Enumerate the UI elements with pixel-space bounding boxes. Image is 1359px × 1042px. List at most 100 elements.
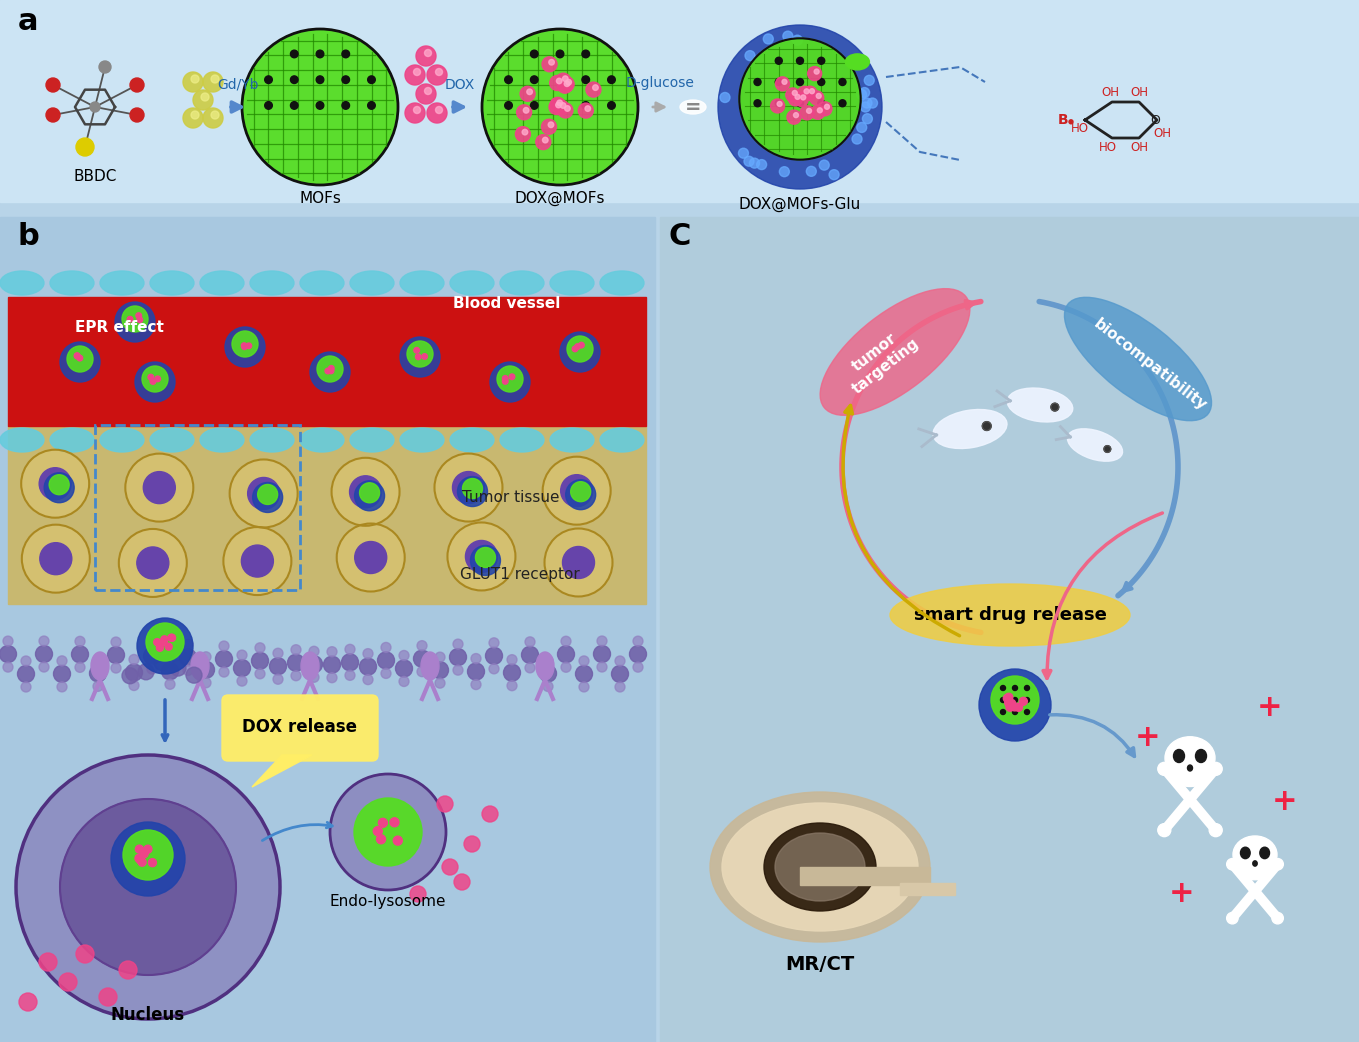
Circle shape (230, 460, 298, 527)
Ellipse shape (775, 833, 864, 901)
Circle shape (183, 666, 193, 675)
Circle shape (458, 476, 488, 506)
Ellipse shape (680, 100, 705, 114)
Circle shape (144, 647, 160, 665)
Circle shape (594, 645, 610, 663)
Circle shape (317, 102, 323, 109)
Circle shape (137, 857, 144, 864)
Circle shape (162, 663, 178, 679)
Circle shape (416, 46, 436, 66)
Circle shape (99, 988, 117, 1006)
FancyBboxPatch shape (222, 695, 378, 761)
Circle shape (193, 90, 213, 110)
Circle shape (291, 671, 300, 680)
Circle shape (557, 100, 563, 105)
Circle shape (863, 114, 872, 124)
Circle shape (288, 654, 304, 671)
Text: MOFs: MOFs (299, 191, 341, 206)
Circle shape (417, 667, 427, 676)
Circle shape (76, 138, 94, 156)
Circle shape (983, 422, 991, 430)
Circle shape (1210, 763, 1222, 775)
Circle shape (226, 327, 265, 367)
Text: Gd/Yb: Gd/Yb (217, 78, 258, 92)
Ellipse shape (845, 54, 870, 70)
Text: DOX release: DOX release (242, 718, 357, 736)
Circle shape (563, 546, 594, 578)
Circle shape (22, 525, 90, 593)
Circle shape (424, 88, 432, 95)
Ellipse shape (300, 652, 319, 680)
Circle shape (90, 665, 106, 681)
Circle shape (1007, 699, 1015, 708)
Circle shape (453, 472, 484, 503)
Circle shape (155, 376, 160, 381)
Circle shape (586, 82, 601, 97)
Circle shape (143, 472, 175, 503)
Circle shape (549, 75, 565, 91)
Circle shape (148, 374, 154, 380)
Circle shape (819, 160, 829, 170)
Circle shape (130, 78, 144, 92)
Circle shape (860, 88, 870, 98)
Circle shape (77, 355, 83, 361)
Circle shape (167, 635, 175, 641)
Bar (8, 426, 646, 604)
Circle shape (557, 78, 572, 93)
Circle shape (416, 354, 421, 359)
Circle shape (19, 993, 37, 1011)
Ellipse shape (601, 428, 644, 452)
Circle shape (800, 95, 806, 100)
Circle shape (139, 664, 154, 679)
Circle shape (764, 34, 773, 44)
Ellipse shape (1171, 766, 1208, 787)
Circle shape (149, 378, 156, 384)
Circle shape (265, 102, 272, 109)
Circle shape (467, 663, 485, 680)
Circle shape (45, 473, 75, 502)
Text: EPR effect: EPR effect (75, 320, 164, 334)
Circle shape (561, 475, 593, 506)
Bar (0, 217, 655, 1042)
Circle shape (839, 100, 845, 106)
Ellipse shape (50, 428, 94, 452)
Circle shape (775, 78, 783, 85)
Circle shape (342, 50, 349, 57)
Text: MR/CT: MR/CT (786, 956, 855, 974)
Circle shape (53, 666, 71, 683)
Circle shape (482, 807, 497, 822)
Circle shape (503, 664, 520, 681)
Text: smart drug release: smart drug release (913, 606, 1106, 624)
Circle shape (147, 664, 158, 674)
Circle shape (991, 676, 1040, 724)
Circle shape (786, 88, 800, 102)
Circle shape (788, 92, 803, 106)
Circle shape (542, 138, 548, 143)
Circle shape (122, 668, 139, 684)
Circle shape (814, 69, 819, 74)
Circle shape (291, 50, 298, 57)
Circle shape (164, 679, 175, 690)
Circle shape (454, 874, 470, 890)
Circle shape (342, 76, 349, 83)
Ellipse shape (300, 271, 344, 295)
Circle shape (67, 346, 92, 372)
Circle shape (435, 106, 443, 114)
Circle shape (75, 353, 80, 358)
Circle shape (75, 353, 80, 358)
Circle shape (559, 103, 573, 118)
Circle shape (535, 134, 550, 150)
Circle shape (92, 681, 103, 691)
Circle shape (363, 648, 372, 659)
Circle shape (1012, 710, 1018, 715)
Circle shape (353, 798, 423, 866)
Circle shape (378, 818, 387, 827)
Circle shape (325, 368, 330, 374)
Circle shape (120, 961, 137, 979)
Circle shape (137, 547, 169, 579)
Circle shape (542, 56, 557, 72)
Circle shape (329, 368, 334, 374)
Circle shape (183, 108, 202, 128)
Circle shape (400, 337, 440, 377)
Circle shape (58, 973, 77, 991)
